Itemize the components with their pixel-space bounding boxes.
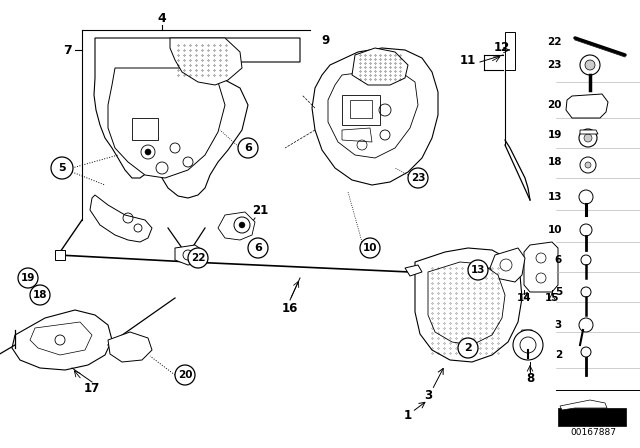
FancyBboxPatch shape bbox=[558, 408, 626, 426]
Polygon shape bbox=[55, 250, 65, 260]
Polygon shape bbox=[218, 212, 255, 240]
Circle shape bbox=[239, 222, 245, 228]
Polygon shape bbox=[580, 130, 598, 134]
Circle shape bbox=[579, 129, 597, 147]
Circle shape bbox=[580, 224, 592, 236]
Text: 6: 6 bbox=[244, 143, 252, 153]
Polygon shape bbox=[90, 195, 152, 242]
Text: 19: 19 bbox=[21, 273, 35, 283]
Circle shape bbox=[360, 238, 380, 258]
Circle shape bbox=[145, 149, 151, 155]
Text: 4: 4 bbox=[157, 12, 166, 25]
Circle shape bbox=[581, 255, 591, 265]
Circle shape bbox=[580, 157, 596, 173]
Polygon shape bbox=[524, 242, 558, 292]
Text: 19: 19 bbox=[548, 130, 562, 140]
Text: 16: 16 bbox=[282, 302, 298, 314]
Text: 1: 1 bbox=[404, 409, 412, 422]
Text: 6: 6 bbox=[555, 255, 562, 265]
Polygon shape bbox=[415, 248, 522, 362]
Text: 17: 17 bbox=[84, 382, 100, 395]
Text: 5: 5 bbox=[58, 163, 66, 173]
Circle shape bbox=[584, 134, 592, 142]
Circle shape bbox=[30, 285, 50, 305]
Text: 15: 15 bbox=[545, 293, 559, 303]
Polygon shape bbox=[405, 265, 422, 276]
Polygon shape bbox=[560, 400, 607, 410]
Polygon shape bbox=[566, 94, 608, 118]
Text: 22: 22 bbox=[191, 253, 205, 263]
Text: 5: 5 bbox=[555, 287, 562, 297]
Circle shape bbox=[581, 347, 591, 357]
Text: 14: 14 bbox=[516, 293, 531, 303]
Text: 00167887: 00167887 bbox=[570, 427, 616, 436]
Circle shape bbox=[513, 330, 543, 360]
Polygon shape bbox=[428, 262, 505, 345]
Text: 10: 10 bbox=[363, 243, 377, 253]
Text: 9: 9 bbox=[321, 34, 329, 47]
Text: 21: 21 bbox=[252, 203, 268, 216]
Text: 2: 2 bbox=[555, 350, 562, 360]
Text: 20: 20 bbox=[547, 100, 562, 110]
Polygon shape bbox=[108, 332, 152, 362]
Circle shape bbox=[579, 190, 593, 204]
Circle shape bbox=[248, 238, 268, 258]
Text: 18: 18 bbox=[33, 290, 47, 300]
Circle shape bbox=[188, 248, 208, 268]
Polygon shape bbox=[342, 128, 372, 142]
Polygon shape bbox=[108, 68, 225, 178]
Polygon shape bbox=[94, 38, 300, 198]
Polygon shape bbox=[175, 245, 205, 265]
Text: 7: 7 bbox=[63, 43, 72, 56]
Text: 6: 6 bbox=[254, 243, 262, 253]
Polygon shape bbox=[170, 38, 242, 85]
Text: 23: 23 bbox=[547, 60, 562, 70]
Text: 20: 20 bbox=[178, 370, 192, 380]
Polygon shape bbox=[30, 322, 92, 355]
Text: 18: 18 bbox=[547, 157, 562, 167]
Polygon shape bbox=[352, 48, 408, 85]
Circle shape bbox=[581, 287, 591, 297]
Text: 8: 8 bbox=[526, 371, 534, 384]
Text: 12: 12 bbox=[494, 40, 510, 53]
Polygon shape bbox=[328, 68, 418, 158]
Text: 22: 22 bbox=[547, 37, 562, 47]
Circle shape bbox=[458, 338, 478, 358]
Text: 3: 3 bbox=[555, 320, 562, 330]
Text: 3: 3 bbox=[424, 388, 432, 401]
Polygon shape bbox=[312, 48, 438, 185]
Text: 23: 23 bbox=[411, 173, 425, 183]
Polygon shape bbox=[342, 95, 380, 125]
Polygon shape bbox=[132, 118, 158, 140]
Circle shape bbox=[580, 55, 600, 75]
Text: 13: 13 bbox=[471, 265, 485, 275]
Circle shape bbox=[175, 365, 195, 385]
FancyBboxPatch shape bbox=[505, 32, 515, 70]
Text: 13: 13 bbox=[547, 192, 562, 202]
Circle shape bbox=[579, 318, 593, 332]
Circle shape bbox=[585, 60, 595, 70]
Text: 10: 10 bbox=[547, 225, 562, 235]
Polygon shape bbox=[350, 100, 372, 118]
Polygon shape bbox=[12, 310, 112, 370]
Polygon shape bbox=[518, 330, 536, 338]
Polygon shape bbox=[490, 248, 525, 282]
Circle shape bbox=[238, 138, 258, 158]
Circle shape bbox=[585, 162, 591, 168]
Circle shape bbox=[408, 168, 428, 188]
Circle shape bbox=[18, 268, 38, 288]
Circle shape bbox=[51, 157, 73, 179]
Text: 2: 2 bbox=[464, 343, 472, 353]
Text: 11: 11 bbox=[460, 53, 476, 66]
Circle shape bbox=[468, 260, 488, 280]
